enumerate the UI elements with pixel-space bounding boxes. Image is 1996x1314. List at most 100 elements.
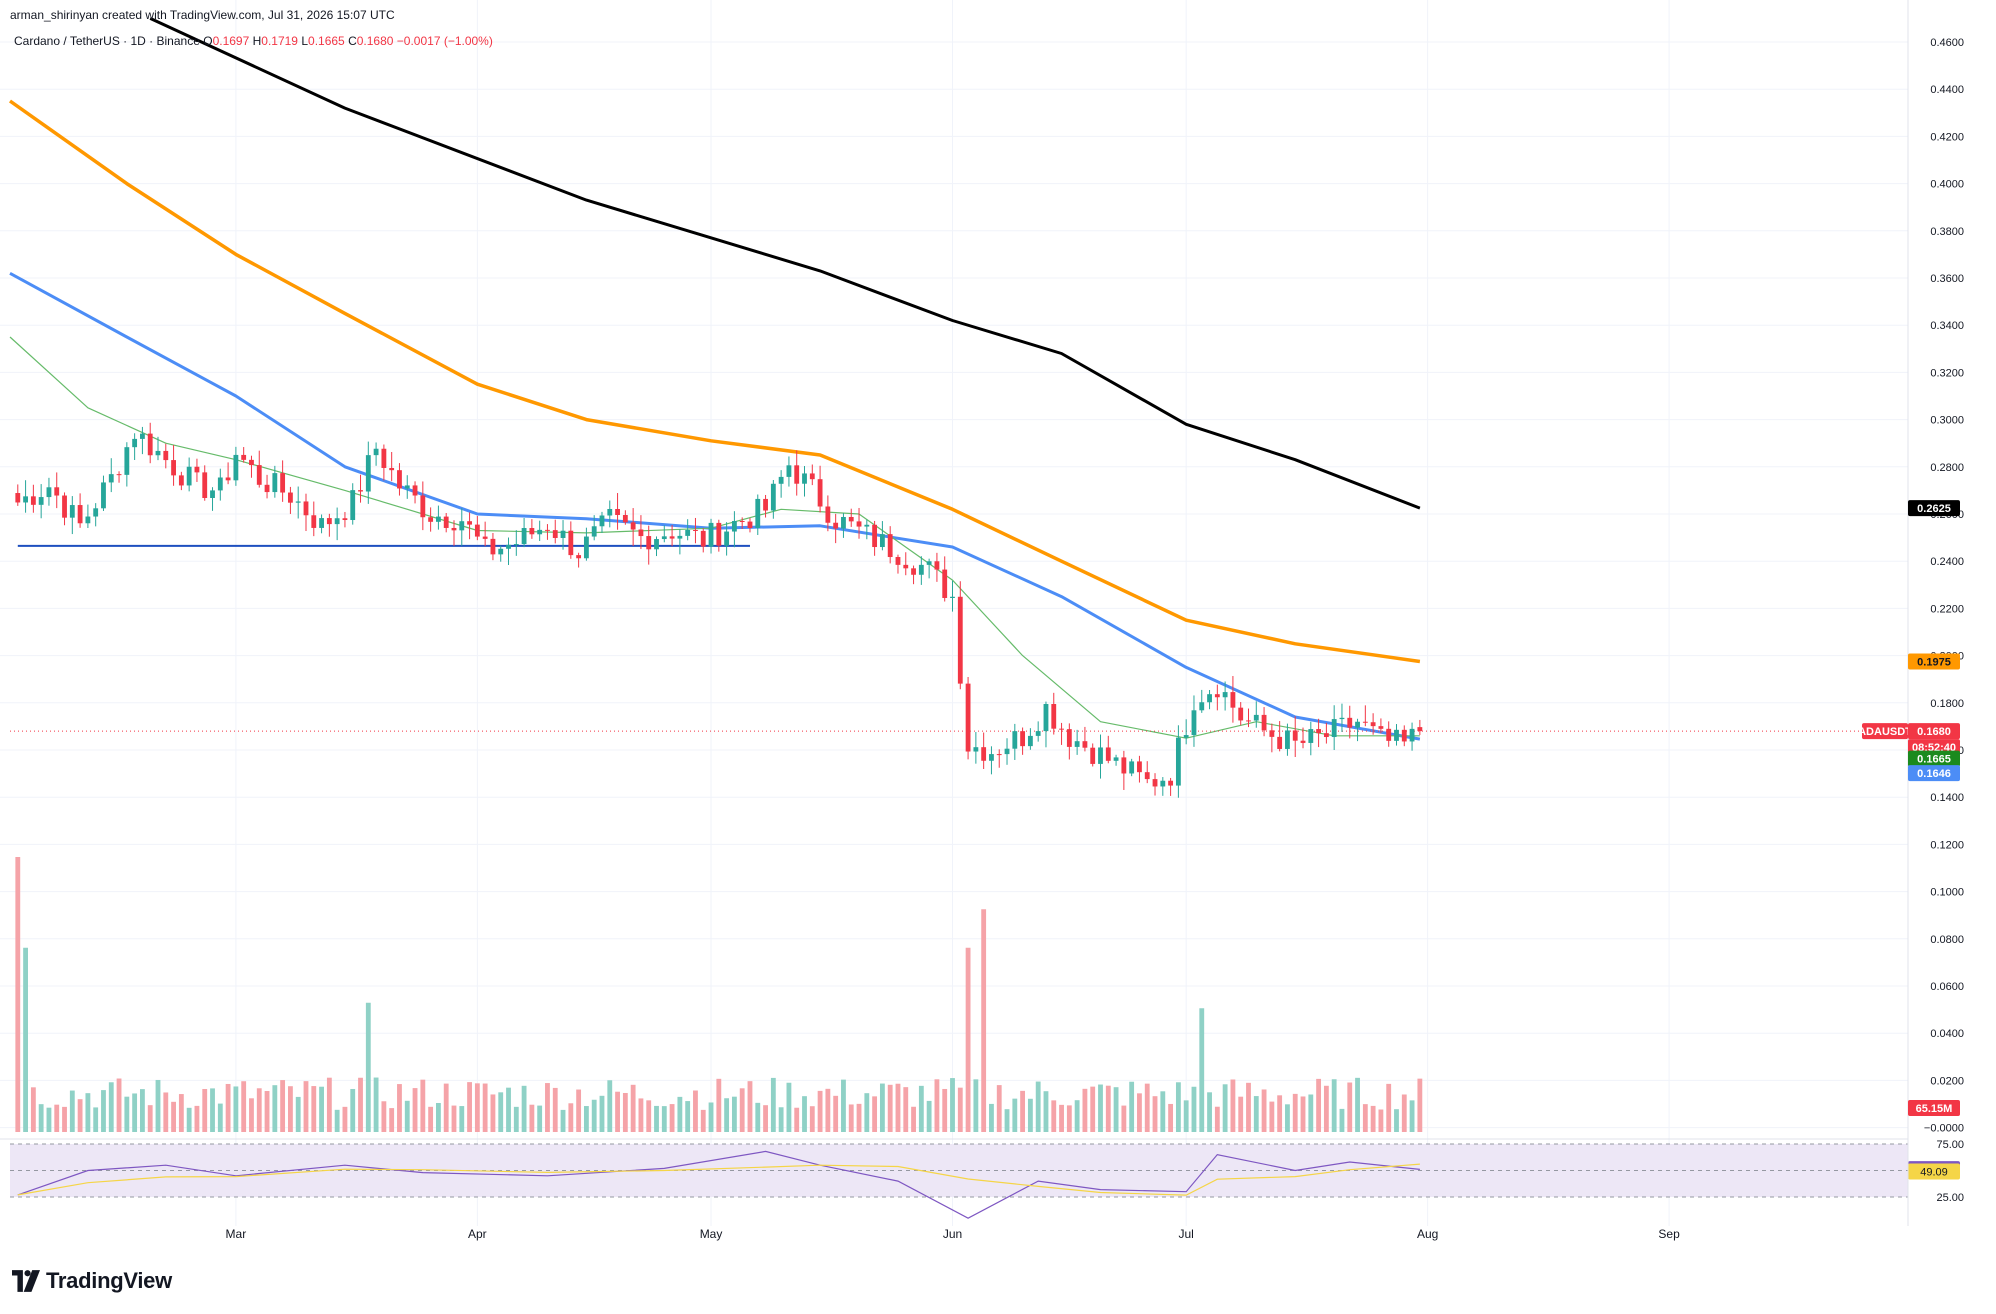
chart-grid bbox=[0, 0, 1908, 1226]
candle-body bbox=[568, 530, 574, 556]
candle-body bbox=[1269, 730, 1275, 737]
candle-body bbox=[1409, 728, 1415, 742]
candle-body bbox=[950, 596, 955, 598]
volume-bar bbox=[108, 1082, 114, 1132]
volume-bar bbox=[981, 909, 987, 1132]
candle-body bbox=[303, 501, 309, 516]
rsi-tick-label: 25.00 bbox=[1936, 1192, 1964, 1204]
candle-body bbox=[287, 492, 293, 503]
volume-bar bbox=[646, 1100, 652, 1132]
candle-body bbox=[506, 544, 511, 549]
volume-bar bbox=[731, 1096, 737, 1132]
candle-body bbox=[537, 529, 543, 535]
volume-bar bbox=[490, 1094, 496, 1132]
candle-body bbox=[1175, 737, 1181, 786]
volume-bar bbox=[1222, 1084, 1228, 1132]
volume-bar bbox=[856, 1103, 862, 1132]
candle-body bbox=[30, 496, 36, 505]
volume-bar bbox=[46, 1107, 52, 1132]
candle-body bbox=[1386, 728, 1392, 741]
volume-bar bbox=[809, 1106, 815, 1132]
volume-bar bbox=[934, 1079, 940, 1132]
candle-body bbox=[1144, 772, 1150, 780]
volume-bar bbox=[661, 1106, 667, 1132]
volume-bar bbox=[724, 1098, 730, 1132]
candle-body bbox=[443, 516, 449, 528]
volume-bar bbox=[1066, 1105, 1072, 1132]
volume-bar bbox=[171, 1101, 176, 1132]
volume-bar bbox=[1183, 1100, 1189, 1132]
volume-bar bbox=[178, 1094, 184, 1132]
volume-bar bbox=[615, 1091, 620, 1132]
candle-body bbox=[163, 450, 169, 461]
candle-body bbox=[1292, 730, 1298, 741]
volume-bar bbox=[428, 1106, 434, 1132]
volume-bar bbox=[69, 1090, 75, 1132]
candle-body bbox=[435, 516, 441, 522]
symbol-title[interactable]: Cardano / TetherUS · 1D · Binance bbox=[14, 34, 200, 48]
candle-body bbox=[241, 454, 247, 460]
volume-bar bbox=[545, 1083, 550, 1132]
volume-bar bbox=[498, 1092, 504, 1132]
candle-body bbox=[879, 534, 885, 548]
candle-body bbox=[864, 524, 870, 527]
candle-body bbox=[311, 515, 317, 528]
volume-bar bbox=[54, 1104, 60, 1132]
volume-bar bbox=[326, 1077, 332, 1132]
price-tick-label: 0.2200 bbox=[1930, 603, 1964, 615]
candle-body bbox=[272, 473, 278, 493]
volume-bar bbox=[1105, 1085, 1111, 1132]
last-price-label: 0.1680 bbox=[1917, 726, 1951, 738]
candle-body bbox=[1090, 747, 1096, 764]
volume-bar bbox=[1300, 1096, 1306, 1132]
volume-bar bbox=[1323, 1085, 1329, 1132]
volume-bar bbox=[124, 1096, 130, 1132]
volume-bar bbox=[373, 1077, 379, 1132]
candle-body bbox=[770, 483, 776, 511]
volume-bar bbox=[1160, 1091, 1166, 1132]
sma200-line bbox=[149, 17, 1421, 510]
sma50-line bbox=[9, 271, 1421, 741]
volume-bar bbox=[101, 1090, 106, 1132]
volume-bar bbox=[15, 857, 21, 1132]
low-label: L bbox=[301, 34, 309, 48]
volume-bar bbox=[155, 1079, 161, 1132]
volume-bar bbox=[848, 1104, 854, 1132]
volume-bar bbox=[202, 1088, 208, 1132]
price-tick-label: 0.4000 bbox=[1930, 179, 1964, 191]
volume-bar bbox=[1214, 1106, 1220, 1132]
volume-bar bbox=[1175, 1082, 1181, 1132]
candle-body bbox=[1394, 729, 1399, 741]
candle-body bbox=[646, 536, 652, 550]
price-tick-label: 0.0800 bbox=[1930, 934, 1964, 946]
price-tick-label: −0.0000 bbox=[1924, 1123, 1964, 1135]
time-tick-label: Jul bbox=[1179, 1227, 1194, 1241]
volume-bar bbox=[186, 1107, 192, 1132]
candle-body bbox=[1214, 694, 1220, 698]
price-tick-label: 0.1400 bbox=[1930, 792, 1964, 804]
volume-bar bbox=[1082, 1088, 1088, 1132]
volume-bar bbox=[763, 1105, 768, 1132]
candle-body bbox=[202, 472, 208, 498]
volume-bar bbox=[381, 1101, 387, 1132]
tradingview-logo[interactable]: TradingView bbox=[12, 1268, 172, 1294]
volume-bar bbox=[404, 1100, 410, 1132]
candle-body bbox=[1027, 735, 1033, 747]
volume-bar bbox=[1059, 1104, 1064, 1132]
volume-bar bbox=[1292, 1093, 1298, 1132]
volume-bar bbox=[233, 1086, 239, 1132]
volume-bar bbox=[241, 1081, 247, 1132]
volume-bar bbox=[755, 1102, 761, 1132]
candle-body bbox=[825, 506, 831, 523]
candle-body bbox=[1323, 733, 1329, 738]
candle-body bbox=[1253, 714, 1259, 721]
price-tick-label: 0.2800 bbox=[1930, 462, 1964, 474]
candle-body bbox=[763, 498, 768, 511]
volume-bar bbox=[911, 1106, 916, 1132]
volume-bar bbox=[942, 1088, 948, 1132]
candle-body bbox=[334, 518, 340, 525]
volume-bar bbox=[638, 1098, 644, 1132]
candle-body bbox=[724, 531, 730, 546]
